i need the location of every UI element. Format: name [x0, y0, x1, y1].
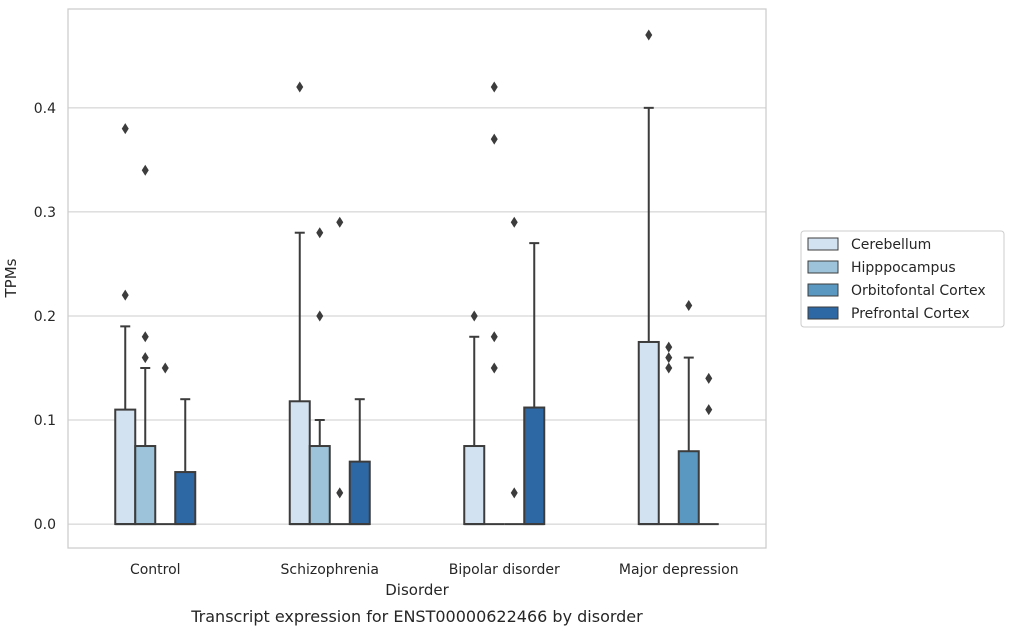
outlier-point: [685, 300, 693, 312]
outlier-point: [296, 81, 304, 93]
y-tick-label: 0.0: [34, 517, 56, 533]
outlier-point: [510, 487, 518, 499]
legend-swatch: [807, 283, 839, 297]
outlier-point: [510, 216, 518, 228]
box-orbitofontal-cortex: [677, 300, 700, 526]
box-orbitofontal-cortex: [155, 362, 176, 526]
outlier-point: [705, 404, 713, 416]
legend-entry: Prefrontal Cortex: [807, 306, 970, 322]
legend-frame: [800, 230, 1005, 328]
outlier-point: [336, 487, 344, 499]
outlier-point: [490, 81, 498, 93]
x-tick-label: Major depression: [619, 562, 739, 578]
outlier-point: [141, 352, 149, 364]
outlier-point: [490, 331, 498, 343]
box-body: [134, 445, 157, 526]
box-body: [288, 400, 311, 526]
x-tick-label: Control: [130, 562, 181, 578]
box-body: [308, 445, 331, 526]
outlier-point: [665, 362, 673, 374]
box-body: [174, 471, 197, 526]
x-tick-label: Bipolar disorder: [449, 562, 560, 578]
box-hipppocampus: [484, 81, 505, 526]
outlier-point: [316, 227, 324, 239]
box-body: [637, 340, 660, 526]
y-axis-label: TPMs: [2, 258, 20, 298]
legend-label: Cerebellum: [851, 237, 931, 253]
box-prefrontal-cortex: [523, 242, 546, 526]
legend-swatch: [807, 260, 839, 274]
box-prefrontal-cortex: [348, 398, 371, 526]
boxes: [114, 29, 719, 526]
box-cerebellum: [637, 29, 660, 526]
outlier-point: [490, 362, 498, 374]
outlier-point: [490, 133, 498, 145]
box-hipppocampus: [308, 227, 331, 526]
x-tick-label: Schizophrenia: [281, 562, 379, 578]
legend: Cerebellum Hipppocampus Orbitofontal Corte…: [800, 230, 1005, 328]
legend-label: Hipppocampus: [851, 260, 956, 276]
chart-caption: Transcript expression for ENST0000062246…: [190, 607, 643, 626]
outlier-point: [141, 331, 149, 343]
box-orbitofontal-cortex: [329, 216, 350, 526]
box-prefrontal-cortex: [698, 372, 719, 526]
box-prefrontal-cortex: [174, 398, 197, 526]
legend-label: Prefrontal Cortex: [851, 306, 970, 322]
legend-entry: Cerebellum: [807, 237, 931, 253]
box-orbitofontal-cortex: [504, 216, 525, 526]
outlier-point: [121, 123, 129, 135]
box-body: [463, 445, 486, 526]
x-axis-label: Disorder: [385, 581, 449, 599]
outlier-point: [316, 310, 324, 322]
y-tick-label: 0.2: [34, 309, 56, 325]
outlier-point: [705, 372, 713, 384]
box-body: [348, 460, 371, 526]
box-hipppocampus: [134, 164, 157, 526]
box-cerebellum: [463, 310, 486, 526]
box-cerebellum: [288, 81, 311, 526]
box-cerebellum: [114, 123, 137, 526]
y-tick-label: 0.4: [34, 101, 56, 117]
legend-entry: Hipppocampus: [807, 260, 956, 276]
outlier-point: [470, 310, 478, 322]
y-tick-label: 0.3: [34, 205, 56, 221]
outlier-point: [336, 216, 344, 228]
y-tick-labels: 0.0 0.1 0.2 0.3 0.4: [34, 101, 56, 533]
box-body: [114, 408, 137, 526]
x-tick-labels: Control Schizophrenia Bipolar disorder Majo…: [130, 562, 739, 578]
outlier-point: [665, 341, 673, 353]
box-body: [677, 450, 700, 526]
legend-label: Orbitofontal Cortex: [851, 283, 986, 299]
outlier-point: [665, 352, 673, 364]
outlier-point: [141, 164, 149, 176]
box-hipppocampus: [658, 341, 679, 526]
y-tick-label: 0.1: [34, 413, 56, 429]
legend-swatch: [807, 237, 839, 251]
outlier-point: [161, 362, 169, 374]
outlier-point: [121, 289, 129, 301]
legend-entry: Orbitofontal Cortex: [807, 283, 986, 299]
plot-area: [67, 8, 767, 549]
box-body: [523, 406, 546, 526]
outlier-point: [645, 29, 653, 41]
legend-swatch: [807, 306, 839, 320]
